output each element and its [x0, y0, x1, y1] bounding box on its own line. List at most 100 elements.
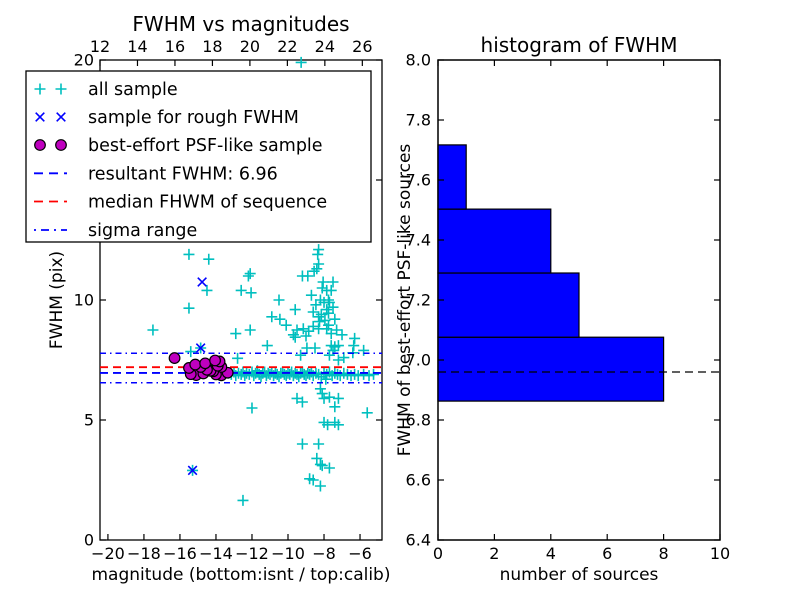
tick-label: 6.6 [406, 471, 431, 490]
legend: all sample sample for rough FWHM best-effo… [25, 70, 372, 243]
all-sample-point [318, 296, 330, 308]
all-sample-point [317, 276, 329, 288]
histogram-yaxis-label: FWHM of best-effort PSF-like sources [395, 144, 415, 457]
tick-label: 6.4 [406, 531, 431, 550]
all-sample-point [325, 284, 337, 296]
all-sample-point [203, 253, 215, 265]
tick-label: −10 [271, 544, 305, 563]
all-sample-point [242, 270, 254, 282]
legend-plus-marker [55, 83, 67, 95]
scatter-title: FWHM vs magnitudes [132, 12, 349, 36]
tick-label: 20 [240, 37, 260, 56]
all-sample-point [368, 368, 380, 380]
legend-label: sigma range [88, 221, 197, 241]
all-sample-point [313, 311, 325, 323]
all-sample-point [332, 368, 344, 380]
tick-label: 12 [90, 37, 110, 56]
all-sample-point [273, 294, 285, 306]
all-sample-point [266, 311, 278, 323]
all-sample-point [244, 324, 256, 336]
all-sample-point [308, 265, 320, 277]
all-sample-point [319, 314, 331, 326]
all-sample-point [312, 248, 324, 260]
all-sample-point [323, 307, 335, 319]
all-sample-point [314, 480, 326, 492]
all-sample-point [245, 287, 257, 299]
tick-label: 6.8 [406, 411, 431, 430]
all-sample-point [307, 370, 319, 382]
tick-label: 7.8 [406, 111, 431, 130]
legend-label: median FHWM of sequence [88, 193, 327, 213]
tick-label: 24 [315, 37, 335, 56]
all-sample-point [329, 313, 341, 325]
all-sample-point [318, 392, 330, 404]
all-sample-point [261, 340, 273, 352]
all-sample-point [287, 329, 299, 341]
tick-label: −14 [199, 544, 233, 563]
all-sample-point [327, 276, 339, 288]
legend-plus-marker [34, 83, 46, 95]
tick-label: −8 [312, 544, 336, 563]
psf-sample-point [168, 352, 181, 364]
all-sample-point [185, 346, 197, 358]
tick-label: −12 [235, 544, 269, 563]
all-sample-point [320, 373, 332, 385]
all-sample-point [183, 248, 195, 260]
rough-fwhm-point [187, 465, 198, 476]
all-sample-point [316, 282, 328, 294]
all-sample-point [313, 258, 325, 270]
all-sample-point [329, 401, 341, 413]
all-sample-point [183, 302, 195, 314]
legend-label: sample for rough FWHM [88, 108, 299, 128]
tick-label: 7.4 [406, 231, 431, 250]
tick-label: 4 [546, 544, 556, 563]
psf-sample-point [209, 354, 221, 367]
all-sample-point [289, 304, 301, 316]
all-sample-point [295, 349, 307, 361]
all-sample-point [237, 494, 249, 506]
all-sample-point [358, 344, 370, 356]
rough-fwhm-point [197, 277, 207, 287]
tick-label: 7.0 [406, 351, 431, 370]
rough-fwhm-point [195, 343, 206, 353]
all-sample-point [297, 323, 309, 335]
all-sample-point [315, 308, 327, 320]
all-sample-point [300, 330, 312, 342]
histogram-title: histogram of FWHM [481, 33, 678, 57]
all-sample-point [235, 284, 247, 296]
all-sample-point [332, 354, 344, 366]
tick-label: −18 [127, 544, 161, 563]
legend-cross-marker [56, 112, 66, 122]
all-sample-point [246, 402, 258, 414]
all-sample-point [314, 316, 326, 328]
scatter-plot: −20 −18 −16 −14 −12 −10 −8 −6 12 14 16 18 20 22 24 26 0 5… [25, 12, 391, 585]
all-sample-point [305, 289, 317, 301]
tick-label: 16 [165, 37, 185, 56]
tick-label: 8.0 [406, 51, 431, 70]
histogram-bar [437, 272, 580, 338]
psf-sample-point [199, 357, 212, 370]
all-sample-point [201, 284, 213, 296]
all-sample-point [358, 368, 370, 380]
legend-box [25, 70, 372, 243]
psf-sample-point [189, 358, 202, 371]
all-sample-point [325, 328, 337, 340]
tick-label: −20 [91, 544, 125, 563]
all-sample-point [316, 388, 328, 400]
all-sample-point [321, 368, 333, 380]
all-sample-point [314, 383, 326, 395]
legend-cross-marker [35, 112, 45, 122]
tick-label: 10 [710, 544, 730, 563]
all-sample-point [332, 340, 344, 352]
tick-label: 6 [602, 544, 612, 563]
tick-label: 5 [84, 411, 94, 430]
all-sample-point [307, 306, 319, 318]
scatter-xaxis-label: magnitude (bottom:isnt / top:calib) [92, 565, 391, 585]
all-sample-point [310, 299, 322, 311]
tick-label: 8 [659, 544, 669, 563]
tick-label: 20 [74, 51, 94, 70]
all-sample-point [243, 368, 255, 380]
all-sample-point [307, 320, 319, 332]
tick-label: 26 [352, 37, 372, 56]
